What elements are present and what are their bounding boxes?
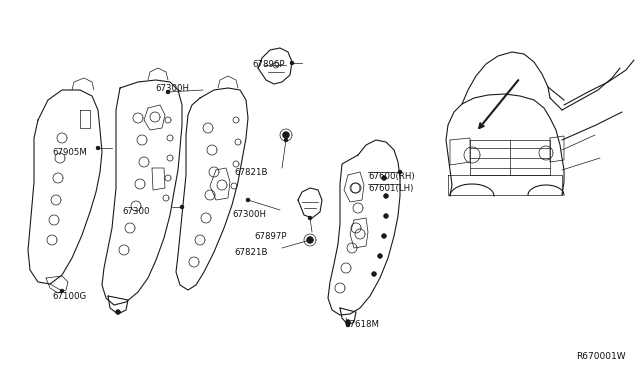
Polygon shape: [382, 176, 386, 180]
Polygon shape: [291, 61, 294, 64]
Polygon shape: [384, 194, 388, 198]
Text: 67821B: 67821B: [234, 248, 268, 257]
Text: 67300: 67300: [122, 207, 150, 216]
Text: 67100G: 67100G: [52, 292, 86, 301]
Text: 67300H: 67300H: [232, 210, 266, 219]
Text: 67618M: 67618M: [344, 320, 379, 329]
Polygon shape: [246, 199, 250, 202]
Text: 67897P: 67897P: [254, 232, 287, 241]
Polygon shape: [180, 205, 184, 208]
Text: R670001W: R670001W: [576, 352, 626, 361]
Polygon shape: [61, 289, 63, 292]
Polygon shape: [285, 138, 287, 141]
Polygon shape: [283, 132, 289, 138]
Polygon shape: [166, 90, 170, 93]
Text: 67905M: 67905M: [52, 148, 87, 157]
Polygon shape: [308, 217, 312, 219]
Polygon shape: [382, 234, 386, 238]
Polygon shape: [116, 310, 120, 314]
Polygon shape: [307, 237, 313, 243]
Text: 67600(RH): 67600(RH): [368, 172, 415, 181]
Polygon shape: [97, 147, 99, 150]
Polygon shape: [372, 272, 376, 276]
Text: 67300H: 67300H: [155, 84, 189, 93]
Text: 67601(LH): 67601(LH): [368, 184, 413, 193]
Text: 67896P: 67896P: [252, 60, 285, 69]
Polygon shape: [384, 214, 388, 218]
Polygon shape: [308, 238, 312, 241]
Polygon shape: [378, 254, 382, 258]
Polygon shape: [346, 320, 350, 324]
Polygon shape: [399, 170, 401, 173]
Polygon shape: [346, 324, 349, 327]
Text: 67821B: 67821B: [234, 168, 268, 177]
